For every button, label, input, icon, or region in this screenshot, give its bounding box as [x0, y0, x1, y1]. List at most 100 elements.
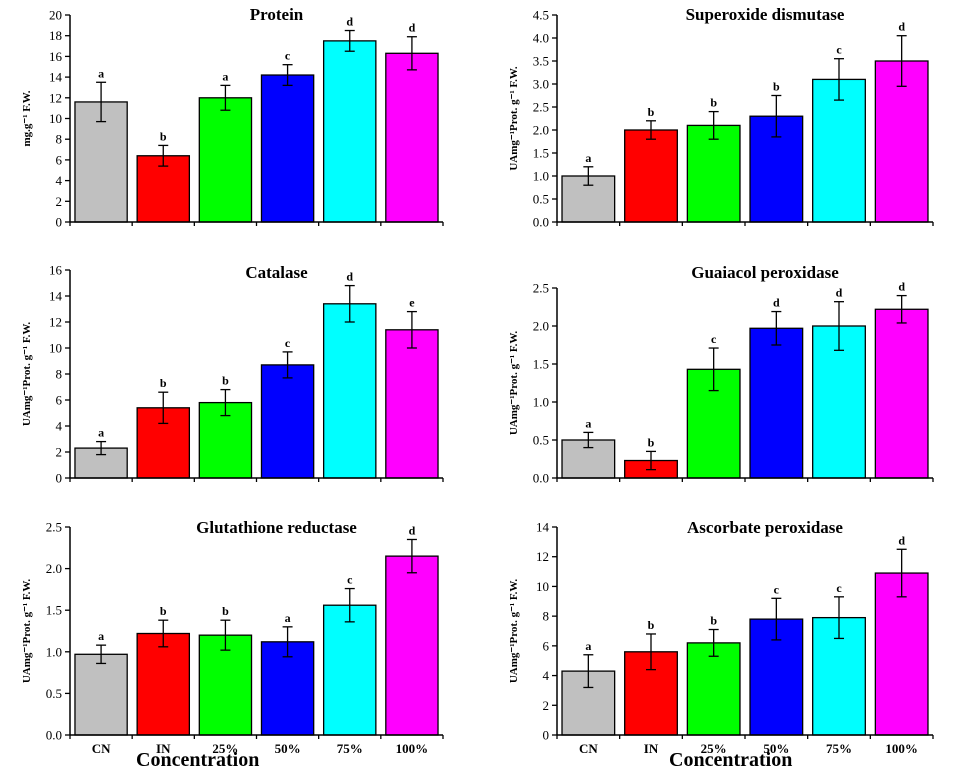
y-tick-label: 2 [56, 194, 63, 209]
significance-letter: c [836, 581, 842, 595]
y-tick-label: 0.5 [46, 686, 62, 701]
significance-letter: b [160, 376, 167, 390]
y-tick-label: 1.0 [46, 644, 62, 659]
significance-letter: e [409, 296, 415, 310]
chart-panel-2: a b b b c d 0.0 0.5 1.0 1.5 2.0 2.5 3.0 3.5 4.0 4.5 Supe… [508, 5, 934, 230]
bar [385, 52, 439, 223]
y-tick-label: 8 [56, 132, 63, 147]
x-tick-label: 50% [275, 741, 301, 756]
significance-letter: d [773, 296, 780, 310]
bar [874, 572, 929, 736]
significance-letter: b [222, 374, 229, 388]
y-tick-label: 0.0 [46, 728, 62, 743]
significance-letter: b [222, 604, 229, 618]
chart-panel-6: a b b c c d 0 2 4 6 8 10 12 14 CN IN 25% 50% 75% 100% Ascorb… [508, 518, 934, 756]
significance-letter: a [585, 639, 591, 653]
significance-letter: d [898, 20, 905, 34]
significance-letter: d [836, 286, 843, 300]
y-tick-label: 10 [536, 579, 549, 594]
y-tick-label: 4.0 [533, 31, 549, 46]
y-tick-label: 20 [49, 8, 62, 23]
significance-letter: a [98, 629, 104, 643]
bar [136, 632, 191, 736]
y-tick-label: 3.0 [533, 77, 549, 92]
chart-panel-1: a b a c d d 0 2 4 6 8 10 12 14 16 18 20 Protein mg.g⁻¹ F.W… [21, 5, 444, 230]
significance-letter: a [98, 426, 104, 440]
y-tick-label: 2 [56, 445, 63, 460]
x-tick-label: 25% [212, 741, 238, 756]
y-tick-label: 1.0 [533, 169, 549, 184]
chart-title: Ascorbate peroxidase [687, 518, 843, 537]
significance-letter: b [160, 129, 167, 143]
x-tick-label: IN [156, 741, 171, 756]
y-tick-label: 4 [56, 419, 63, 434]
chart-title: Catalase [245, 263, 308, 282]
y-tick-label: 12 [49, 315, 62, 330]
significance-letter: a [285, 611, 291, 625]
y-tick-label: 2.0 [533, 123, 549, 138]
x-tick-label: CN [92, 741, 111, 756]
bar [812, 78, 866, 223]
chart-title: Glutathione reductase [196, 518, 357, 537]
y-axis-label: UAmg⁻¹Prot. g⁻¹ F.W. [508, 579, 520, 684]
y-axis-label: mg.g⁻¹ F.W. [21, 90, 33, 146]
significance-letter: c [836, 43, 842, 57]
bar [686, 124, 741, 223]
bar [322, 303, 377, 479]
bar [260, 74, 315, 223]
y-tick-label: 8 [56, 367, 63, 382]
y-tick-label: 4 [56, 173, 63, 188]
bar [686, 642, 741, 736]
significance-letter: d [898, 533, 905, 547]
significance-letter: b [710, 96, 717, 110]
y-tick-label: 0 [56, 471, 63, 486]
y-axis-label: UAmg⁻¹Prot. g⁻¹ F.W. [21, 579, 33, 684]
x-axis-label-right: Concentration [669, 749, 793, 771]
bar [322, 40, 377, 223]
bar [624, 129, 678, 223]
x-tick-label: 100% [885, 741, 918, 756]
significance-letter: a [222, 69, 228, 83]
bar [74, 653, 128, 736]
chart-title: Superoxide dismutase [686, 5, 845, 24]
y-tick-label: 0.0 [533, 215, 549, 230]
bar [874, 60, 929, 223]
bar [198, 97, 253, 223]
y-tick-label: 10 [49, 341, 62, 356]
x-tick-label: 25% [701, 741, 727, 756]
y-tick-label: 6 [543, 638, 550, 653]
y-tick-label: 14 [49, 289, 63, 304]
chart-panel-5: a b b a c d 0.0 0.5 1.0 1.5 2.0 2.5 CN IN 25% 50% 75% 100… [21, 518, 444, 756]
chart-title: Protein [250, 5, 304, 24]
bar [260, 641, 315, 736]
y-tick-label: 18 [49, 28, 62, 43]
significance-letter: c [285, 336, 291, 350]
y-axis-label: UAmg⁻¹Prot. g⁻¹ F.W. [508, 66, 520, 171]
y-tick-label: 12 [536, 549, 549, 564]
bar [874, 308, 929, 479]
bar [322, 604, 377, 736]
significance-letter: b [648, 435, 655, 449]
x-tick-label: 75% [826, 741, 852, 756]
x-tick-label: 50% [763, 741, 789, 756]
y-tick-label: 2.0 [533, 319, 549, 334]
chart-panel-4: a b c d d d 0.0 0.5 1.0 1.5 2.0 2.5 Guaiacol peroxid… [508, 263, 934, 486]
y-tick-label: 0.5 [533, 192, 549, 207]
x-axis-label-left: Concentration [136, 749, 260, 771]
y-tick-label: 10 [49, 111, 62, 126]
x-tick-label: 100% [396, 741, 429, 756]
x-tick-label: IN [644, 741, 659, 756]
y-tick-label: 2 [543, 698, 550, 713]
significance-letter: a [585, 416, 591, 430]
y-tick-label: 2.5 [533, 100, 549, 115]
y-tick-label: 0 [543, 728, 550, 743]
y-tick-label: 4.5 [533, 8, 549, 23]
significance-letter: a [98, 66, 104, 80]
significance-letter: d [409, 21, 416, 35]
y-tick-label: 14 [49, 70, 63, 85]
x-tick-label: 75% [337, 741, 363, 756]
significance-letter: d [346, 270, 353, 284]
x-tick-label: CN [579, 741, 598, 756]
y-axis-label: UAmg⁻¹Prot. g⁻¹ F.W. [508, 331, 520, 436]
y-tick-label: 3.5 [533, 54, 549, 69]
